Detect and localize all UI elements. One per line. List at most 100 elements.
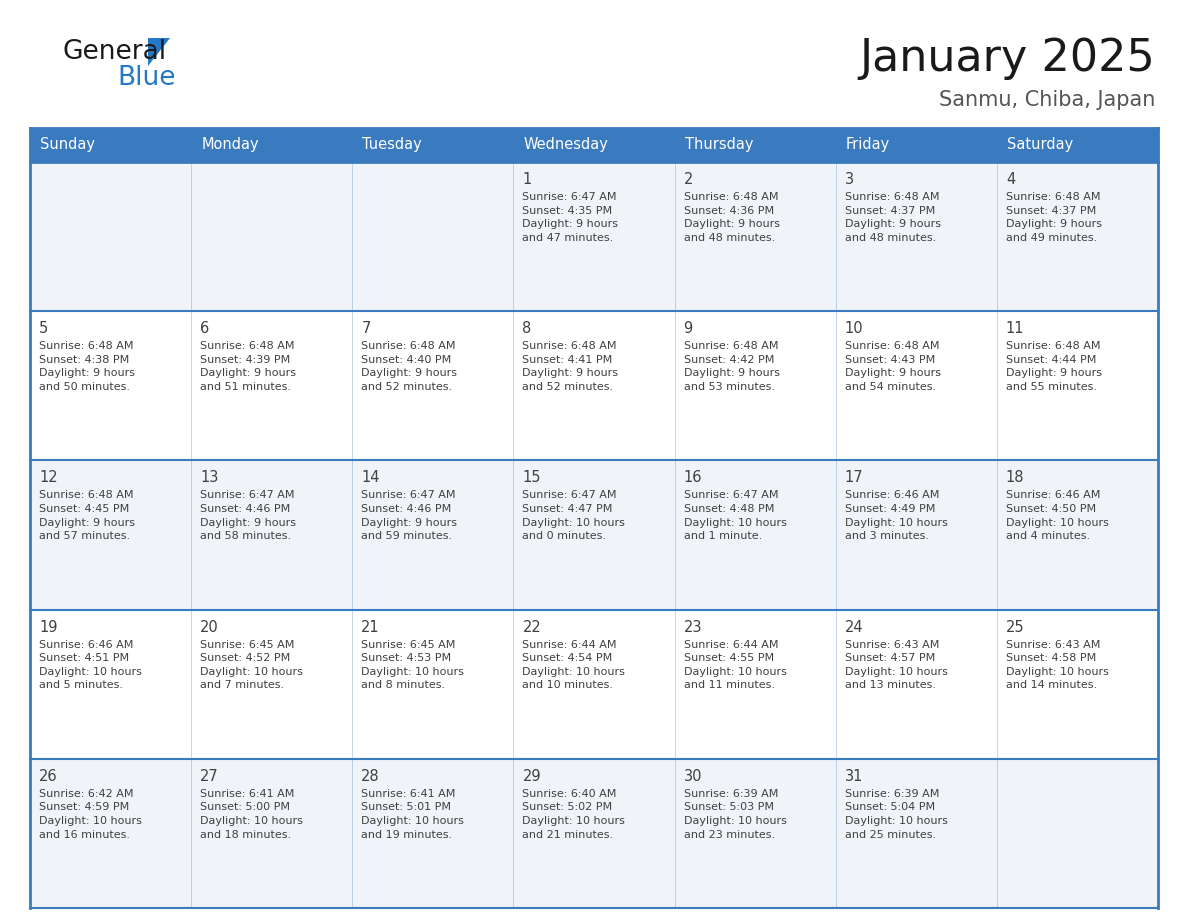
- Text: Friday: Friday: [846, 138, 890, 152]
- Bar: [353, 311, 513, 461]
- Text: General: General: [62, 39, 166, 65]
- Text: 13: 13: [200, 470, 219, 486]
- Bar: [30, 461, 191, 610]
- Text: Sunrise: 6:46 AM
Sunset: 4:50 PM
Daylight: 10 hours
and 4 minutes.: Sunrise: 6:46 AM Sunset: 4:50 PM Dayligh…: [1006, 490, 1108, 542]
- Text: 14: 14: [361, 470, 380, 486]
- Text: Sunrise: 6:48 AM
Sunset: 4:40 PM
Daylight: 9 hours
and 52 minutes.: Sunrise: 6:48 AM Sunset: 4:40 PM Dayligh…: [361, 341, 457, 392]
- Text: Sunrise: 6:48 AM
Sunset: 4:37 PM
Daylight: 9 hours
and 48 minutes.: Sunrise: 6:48 AM Sunset: 4:37 PM Dayligh…: [845, 192, 941, 242]
- Bar: [191, 759, 353, 908]
- Text: 8: 8: [523, 321, 532, 336]
- Text: Sunrise: 6:47 AM
Sunset: 4:48 PM
Daylight: 10 hours
and 1 minute.: Sunrise: 6:47 AM Sunset: 4:48 PM Dayligh…: [683, 490, 786, 542]
- Text: Tuesday: Tuesday: [362, 138, 422, 152]
- Text: 29: 29: [523, 768, 541, 784]
- Text: 17: 17: [845, 470, 864, 486]
- Bar: [30, 610, 191, 759]
- Text: Sunrise: 6:47 AM
Sunset: 4:35 PM
Daylight: 9 hours
and 47 minutes.: Sunrise: 6:47 AM Sunset: 4:35 PM Dayligh…: [523, 192, 619, 242]
- Text: 6: 6: [200, 321, 209, 336]
- Text: Sunrise: 6:48 AM
Sunset: 4:38 PM
Daylight: 9 hours
and 50 minutes.: Sunrise: 6:48 AM Sunset: 4:38 PM Dayligh…: [39, 341, 135, 392]
- Text: Sunrise: 6:47 AM
Sunset: 4:46 PM
Daylight: 9 hours
and 59 minutes.: Sunrise: 6:47 AM Sunset: 4:46 PM Dayligh…: [361, 490, 457, 542]
- Bar: [675, 311, 835, 461]
- Text: 16: 16: [683, 470, 702, 486]
- Text: 5: 5: [39, 321, 49, 336]
- Bar: [835, 311, 997, 461]
- Bar: [353, 759, 513, 908]
- Text: Sunrise: 6:48 AM
Sunset: 4:39 PM
Daylight: 9 hours
and 51 minutes.: Sunrise: 6:48 AM Sunset: 4:39 PM Dayligh…: [200, 341, 296, 392]
- Bar: [513, 461, 675, 610]
- Bar: [997, 759, 1158, 908]
- Bar: [675, 461, 835, 610]
- Text: Sunrise: 6:44 AM
Sunset: 4:54 PM
Daylight: 10 hours
and 10 minutes.: Sunrise: 6:44 AM Sunset: 4:54 PM Dayligh…: [523, 640, 625, 690]
- Bar: [30, 128, 1158, 162]
- Bar: [997, 610, 1158, 759]
- Text: Sunrise: 6:48 AM
Sunset: 4:43 PM
Daylight: 9 hours
and 54 minutes.: Sunrise: 6:48 AM Sunset: 4:43 PM Dayligh…: [845, 341, 941, 392]
- Text: Sunrise: 6:47 AM
Sunset: 4:46 PM
Daylight: 9 hours
and 58 minutes.: Sunrise: 6:47 AM Sunset: 4:46 PM Dayligh…: [200, 490, 296, 542]
- Bar: [191, 610, 353, 759]
- Bar: [997, 461, 1158, 610]
- Bar: [675, 162, 835, 311]
- Text: 9: 9: [683, 321, 693, 336]
- Text: 30: 30: [683, 768, 702, 784]
- Text: 4: 4: [1006, 172, 1015, 187]
- Text: Sanmu, Chiba, Japan: Sanmu, Chiba, Japan: [939, 90, 1155, 110]
- Text: Sunrise: 6:46 AM
Sunset: 4:49 PM
Daylight: 10 hours
and 3 minutes.: Sunrise: 6:46 AM Sunset: 4:49 PM Dayligh…: [845, 490, 948, 542]
- Text: 18: 18: [1006, 470, 1024, 486]
- Bar: [191, 162, 353, 311]
- Text: Sunrise: 6:45 AM
Sunset: 4:53 PM
Daylight: 10 hours
and 8 minutes.: Sunrise: 6:45 AM Sunset: 4:53 PM Dayligh…: [361, 640, 465, 690]
- Bar: [191, 311, 353, 461]
- Bar: [30, 162, 191, 311]
- Text: Blue: Blue: [116, 65, 176, 91]
- Text: Sunrise: 6:48 AM
Sunset: 4:41 PM
Daylight: 9 hours
and 52 minutes.: Sunrise: 6:48 AM Sunset: 4:41 PM Dayligh…: [523, 341, 619, 392]
- Bar: [675, 610, 835, 759]
- Bar: [353, 461, 513, 610]
- Polygon shape: [148, 38, 170, 66]
- Text: Sunrise: 6:43 AM
Sunset: 4:57 PM
Daylight: 10 hours
and 13 minutes.: Sunrise: 6:43 AM Sunset: 4:57 PM Dayligh…: [845, 640, 948, 690]
- Bar: [675, 759, 835, 908]
- Bar: [997, 311, 1158, 461]
- Text: Sunrise: 6:48 AM
Sunset: 4:45 PM
Daylight: 9 hours
and 57 minutes.: Sunrise: 6:48 AM Sunset: 4:45 PM Dayligh…: [39, 490, 135, 542]
- Text: Sunrise: 6:39 AM
Sunset: 5:04 PM
Daylight: 10 hours
and 25 minutes.: Sunrise: 6:39 AM Sunset: 5:04 PM Dayligh…: [845, 789, 948, 840]
- Text: 28: 28: [361, 768, 380, 784]
- Text: 1: 1: [523, 172, 532, 187]
- Text: Sunrise: 6:48 AM
Sunset: 4:36 PM
Daylight: 9 hours
and 48 minutes.: Sunrise: 6:48 AM Sunset: 4:36 PM Dayligh…: [683, 192, 779, 242]
- Text: January 2025: January 2025: [859, 37, 1155, 80]
- Text: Sunrise: 6:48 AM
Sunset: 4:42 PM
Daylight: 9 hours
and 53 minutes.: Sunrise: 6:48 AM Sunset: 4:42 PM Dayligh…: [683, 341, 779, 392]
- Text: 10: 10: [845, 321, 864, 336]
- Text: 7: 7: [361, 321, 371, 336]
- Text: 20: 20: [200, 620, 219, 634]
- Bar: [30, 759, 191, 908]
- Text: 26: 26: [39, 768, 58, 784]
- Text: Sunrise: 6:41 AM
Sunset: 5:01 PM
Daylight: 10 hours
and 19 minutes.: Sunrise: 6:41 AM Sunset: 5:01 PM Dayligh…: [361, 789, 465, 840]
- Text: Saturday: Saturday: [1007, 138, 1073, 152]
- Text: 23: 23: [683, 620, 702, 634]
- Text: 11: 11: [1006, 321, 1024, 336]
- Bar: [513, 759, 675, 908]
- Bar: [353, 610, 513, 759]
- Bar: [513, 311, 675, 461]
- Text: Sunrise: 6:45 AM
Sunset: 4:52 PM
Daylight: 10 hours
and 7 minutes.: Sunrise: 6:45 AM Sunset: 4:52 PM Dayligh…: [200, 640, 303, 690]
- Text: 21: 21: [361, 620, 380, 634]
- Text: 27: 27: [200, 768, 219, 784]
- Bar: [513, 610, 675, 759]
- Bar: [835, 759, 997, 908]
- Text: 15: 15: [523, 470, 541, 486]
- Bar: [353, 162, 513, 311]
- Bar: [30, 311, 191, 461]
- Text: 3: 3: [845, 172, 854, 187]
- Text: Sunrise: 6:48 AM
Sunset: 4:37 PM
Daylight: 9 hours
and 49 minutes.: Sunrise: 6:48 AM Sunset: 4:37 PM Dayligh…: [1006, 192, 1101, 242]
- Text: Sunrise: 6:41 AM
Sunset: 5:00 PM
Daylight: 10 hours
and 18 minutes.: Sunrise: 6:41 AM Sunset: 5:00 PM Dayligh…: [200, 789, 303, 840]
- Text: Thursday: Thursday: [684, 138, 753, 152]
- Text: 12: 12: [39, 470, 58, 486]
- Text: 19: 19: [39, 620, 57, 634]
- Bar: [997, 162, 1158, 311]
- Text: Monday: Monday: [201, 138, 259, 152]
- Text: Wednesday: Wednesday: [524, 138, 608, 152]
- Text: 2: 2: [683, 172, 693, 187]
- Text: Sunrise: 6:40 AM
Sunset: 5:02 PM
Daylight: 10 hours
and 21 minutes.: Sunrise: 6:40 AM Sunset: 5:02 PM Dayligh…: [523, 789, 625, 840]
- Text: 22: 22: [523, 620, 542, 634]
- Text: Sunrise: 6:42 AM
Sunset: 4:59 PM
Daylight: 10 hours
and 16 minutes.: Sunrise: 6:42 AM Sunset: 4:59 PM Dayligh…: [39, 789, 141, 840]
- Bar: [191, 461, 353, 610]
- Bar: [835, 162, 997, 311]
- Text: Sunrise: 6:44 AM
Sunset: 4:55 PM
Daylight: 10 hours
and 11 minutes.: Sunrise: 6:44 AM Sunset: 4:55 PM Dayligh…: [683, 640, 786, 690]
- Text: Sunday: Sunday: [40, 138, 95, 152]
- Bar: [513, 162, 675, 311]
